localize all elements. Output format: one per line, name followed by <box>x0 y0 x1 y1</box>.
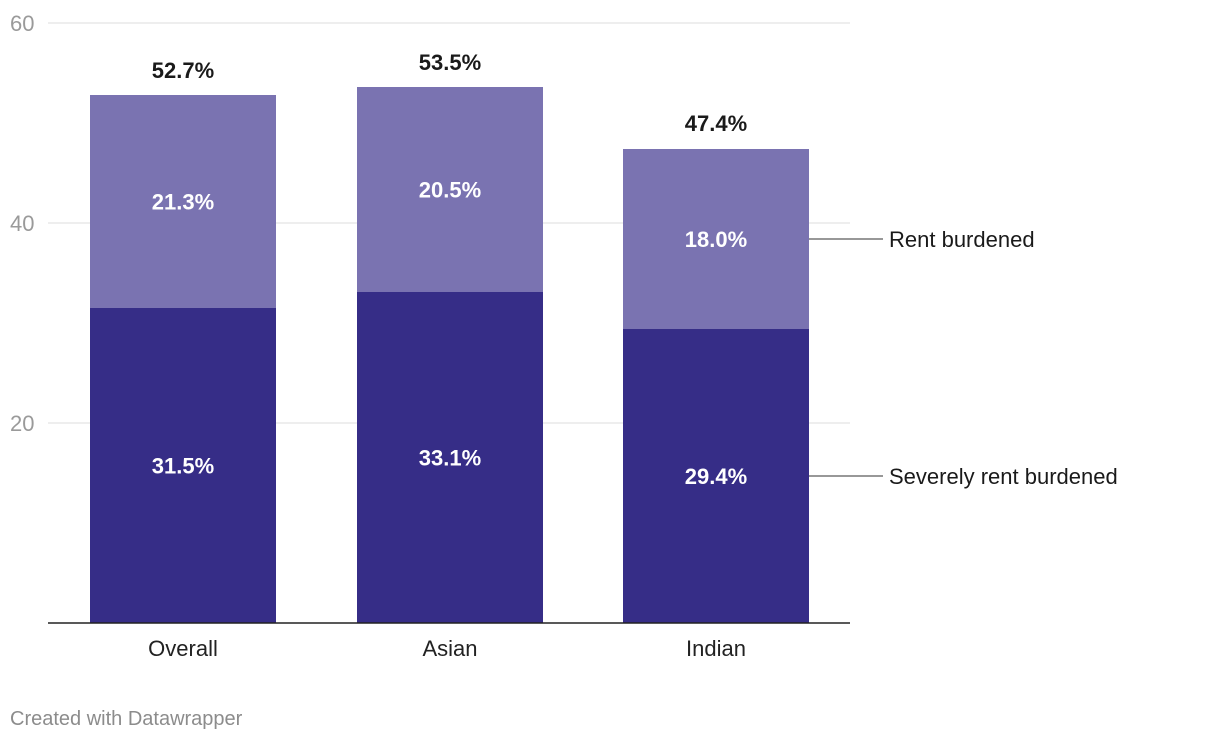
credit-text: Created with Datawrapper <box>10 708 243 730</box>
bar-overall-rent-burdened <box>90 95 276 308</box>
segment-label-indian-1: 18.0% <box>685 227 747 252</box>
y-tick-label-60: 60 <box>10 11 34 36</box>
segment-label-asian-1: 20.5% <box>419 178 481 203</box>
bars <box>90 87 809 623</box>
y-tick-label-20: 20 <box>10 411 34 436</box>
total-label-asian: 53.5% <box>419 50 481 75</box>
bar-indian-severely-rent-burdened <box>623 329 809 623</box>
legend-label-severely-rent-burdened: Severely rent burdened <box>889 464 1118 489</box>
segment-label-indian-0: 29.4% <box>685 464 747 489</box>
x-label-overall: Overall <box>148 636 218 661</box>
segment-label-overall-0: 31.5% <box>152 454 214 479</box>
legend-label-rent-burdened: Rent burdened <box>889 227 1035 252</box>
data-labels: 31.5% 21.3% 52.7% 33.1% 20.5% 53.5% 29.4% 18.0%… <box>152 50 747 489</box>
segment-label-overall-1: 21.3% <box>152 190 214 215</box>
bar-asian-severely-rent-burdened <box>357 292 543 623</box>
segment-label-asian-0: 33.1% <box>419 446 481 471</box>
y-tick-label-40: 40 <box>10 211 34 236</box>
x-label-asian: Asian <box>422 636 477 661</box>
bar-asian-rent-burdened <box>357 87 543 292</box>
total-label-indian: 47.4% <box>685 111 747 136</box>
bar-indian-rent-burdened <box>623 149 809 329</box>
x-label-indian: Indian <box>686 636 746 661</box>
y-axis-ticks: 20 40 60 <box>10 11 34 436</box>
bar-overall-severely-rent-burdened <box>90 308 276 623</box>
legend: Severely rent burdened Rent burdened <box>809 227 1118 489</box>
total-label-overall: 52.7% <box>152 58 214 83</box>
x-axis-labels: Overall Asian Indian <box>148 636 746 661</box>
